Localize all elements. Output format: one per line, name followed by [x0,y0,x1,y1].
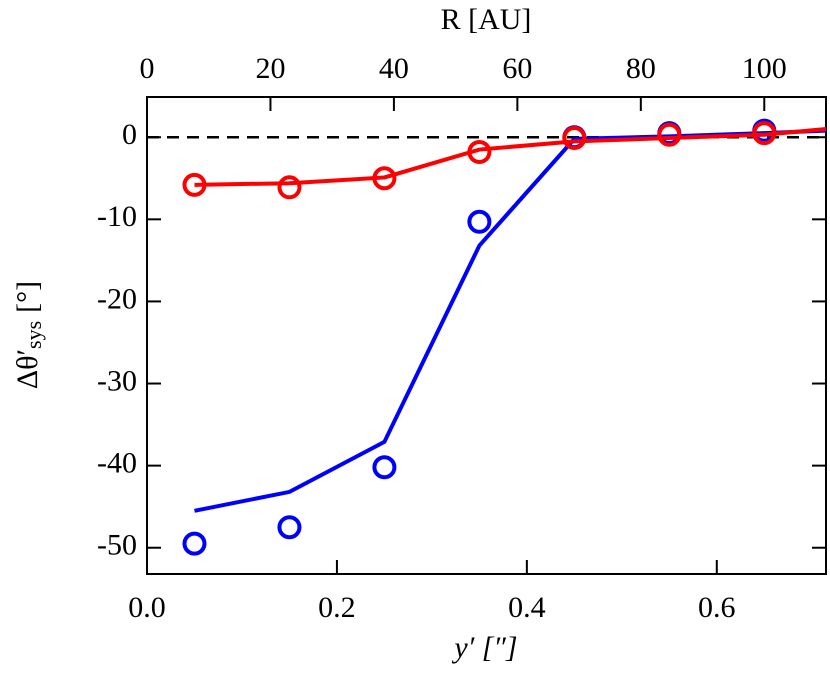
marker [467,209,492,234]
x-tick-label: 0.6 [698,591,736,624]
x-tick-label: 0.4 [508,591,546,624]
marker [277,515,302,540]
marker [467,140,492,165]
x2-tick-label: 100 [742,52,787,85]
plot-frame [146,96,827,575]
y-tick-label: -50 [97,529,137,562]
x2-tick-label: 20 [255,52,285,85]
y-label-sub: sys [21,321,46,349]
y-tick-label: -20 [97,282,137,315]
marker [182,172,207,197]
x2-axis-label: R [AU] [441,3,532,36]
marker [182,531,207,556]
marker [752,121,777,146]
marker [657,122,682,147]
y-tick-label: 0 [122,118,137,151]
y-axis-label: Δθ′sys [°] [11,281,46,389]
x-tick-label: 0.0 [128,591,166,624]
y-label-unit: [°] [11,281,44,313]
marker [277,175,302,200]
series-line [194,127,827,187]
series-line [194,128,827,513]
x2-tick-label: 60 [502,52,532,85]
x-axis-label: y′ [″] [451,631,517,664]
y-tick-label: -40 [97,447,137,480]
x2-tick-label: 80 [626,52,656,85]
x-tick-label: 0.2 [318,591,356,624]
x2-tick-label: 0 [140,52,155,85]
marker [372,166,397,191]
x2-tick-label: 40 [379,52,409,85]
y-tick-label: -30 [97,364,137,397]
marker [372,455,397,480]
marker [562,126,587,151]
y-label-main: Δθ′ [11,349,44,389]
y-tick-label: -10 [97,200,137,233]
